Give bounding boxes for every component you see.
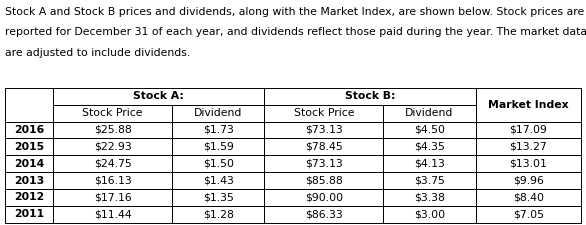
Bar xyxy=(5,189,53,206)
Text: Stock B:: Stock B: xyxy=(345,91,396,101)
Text: $17.09: $17.09 xyxy=(510,125,547,135)
Text: $25.88: $25.88 xyxy=(94,125,131,135)
Bar xyxy=(383,172,476,189)
Bar xyxy=(53,122,172,138)
Bar xyxy=(53,189,172,206)
Text: $8.40: $8.40 xyxy=(513,192,544,202)
Bar xyxy=(476,206,581,223)
Bar xyxy=(476,155,581,172)
Bar xyxy=(53,88,264,105)
Bar xyxy=(172,138,264,155)
Bar xyxy=(383,138,476,155)
Text: Market Index: Market Index xyxy=(488,100,569,110)
Bar xyxy=(383,189,476,206)
Bar xyxy=(53,155,172,172)
Text: $13.01: $13.01 xyxy=(510,159,547,169)
Text: $78.45: $78.45 xyxy=(305,142,343,152)
Text: $4.35: $4.35 xyxy=(414,142,445,152)
Text: $7.05: $7.05 xyxy=(513,209,544,219)
Bar xyxy=(53,105,172,122)
Bar xyxy=(172,172,264,189)
Text: $3.75: $3.75 xyxy=(414,176,445,186)
Text: 2014: 2014 xyxy=(14,159,44,169)
Bar xyxy=(5,206,53,223)
Bar xyxy=(172,155,264,172)
Text: $4.50: $4.50 xyxy=(414,125,445,135)
Bar xyxy=(5,88,53,122)
Text: $1.35: $1.35 xyxy=(203,192,234,202)
Text: Dividend: Dividend xyxy=(406,108,454,118)
Text: $1.73: $1.73 xyxy=(203,125,234,135)
Bar xyxy=(172,105,264,122)
Text: $1.50: $1.50 xyxy=(203,159,234,169)
Text: 2012: 2012 xyxy=(14,192,44,202)
Text: $1.28: $1.28 xyxy=(203,209,234,219)
Text: $4.13: $4.13 xyxy=(414,159,445,169)
Text: Stock A:: Stock A: xyxy=(133,91,184,101)
Text: $90.00: $90.00 xyxy=(305,192,343,202)
Bar xyxy=(5,155,53,172)
Text: $73.13: $73.13 xyxy=(305,159,343,169)
Text: are adjusted to include dividends.: are adjusted to include dividends. xyxy=(5,48,190,58)
Bar xyxy=(5,122,53,138)
Bar xyxy=(264,138,383,155)
Text: reported for December 31 of each year, and dividends reflect those paid during t: reported for December 31 of each year, a… xyxy=(5,27,586,37)
Bar xyxy=(476,122,581,138)
Bar xyxy=(172,122,264,138)
Text: $3.38: $3.38 xyxy=(414,192,445,202)
Bar xyxy=(53,138,172,155)
Bar xyxy=(264,88,476,105)
Text: $85.88: $85.88 xyxy=(305,176,343,186)
Bar xyxy=(264,172,383,189)
Bar xyxy=(476,88,581,122)
Text: $16.13: $16.13 xyxy=(94,176,131,186)
Text: Dividend: Dividend xyxy=(194,108,243,118)
Bar xyxy=(476,189,581,206)
Bar xyxy=(264,155,383,172)
Text: $17.16: $17.16 xyxy=(94,192,131,202)
Text: 2016: 2016 xyxy=(14,125,44,135)
Text: 2013: 2013 xyxy=(14,176,44,186)
Text: Stock Price: Stock Price xyxy=(294,108,354,118)
Bar xyxy=(383,122,476,138)
Text: $22.93: $22.93 xyxy=(94,142,131,152)
Text: $73.13: $73.13 xyxy=(305,125,343,135)
Text: 2011: 2011 xyxy=(14,209,44,219)
Bar xyxy=(383,155,476,172)
Bar xyxy=(53,172,172,189)
Bar xyxy=(172,206,264,223)
Text: $9.96: $9.96 xyxy=(513,176,544,186)
Text: $11.44: $11.44 xyxy=(94,209,131,219)
Text: $1.43: $1.43 xyxy=(203,176,234,186)
Bar xyxy=(172,189,264,206)
Bar xyxy=(383,206,476,223)
Text: $86.33: $86.33 xyxy=(305,209,343,219)
Bar xyxy=(264,122,383,138)
Bar xyxy=(476,172,581,189)
Bar xyxy=(264,206,383,223)
Text: Stock A and Stock B prices and dividends, along with the Market Index, are shown: Stock A and Stock B prices and dividends… xyxy=(5,7,584,17)
Bar xyxy=(5,138,53,155)
Bar xyxy=(383,105,476,122)
Bar xyxy=(476,138,581,155)
Bar xyxy=(5,172,53,189)
Text: $24.75: $24.75 xyxy=(94,159,131,169)
Text: $3.00: $3.00 xyxy=(414,209,445,219)
Text: $13.27: $13.27 xyxy=(510,142,547,152)
Text: $1.59: $1.59 xyxy=(203,142,234,152)
Bar xyxy=(264,105,383,122)
Text: Stock Price: Stock Price xyxy=(82,108,143,118)
Text: 2015: 2015 xyxy=(14,142,44,152)
Bar xyxy=(53,206,172,223)
Bar xyxy=(264,189,383,206)
